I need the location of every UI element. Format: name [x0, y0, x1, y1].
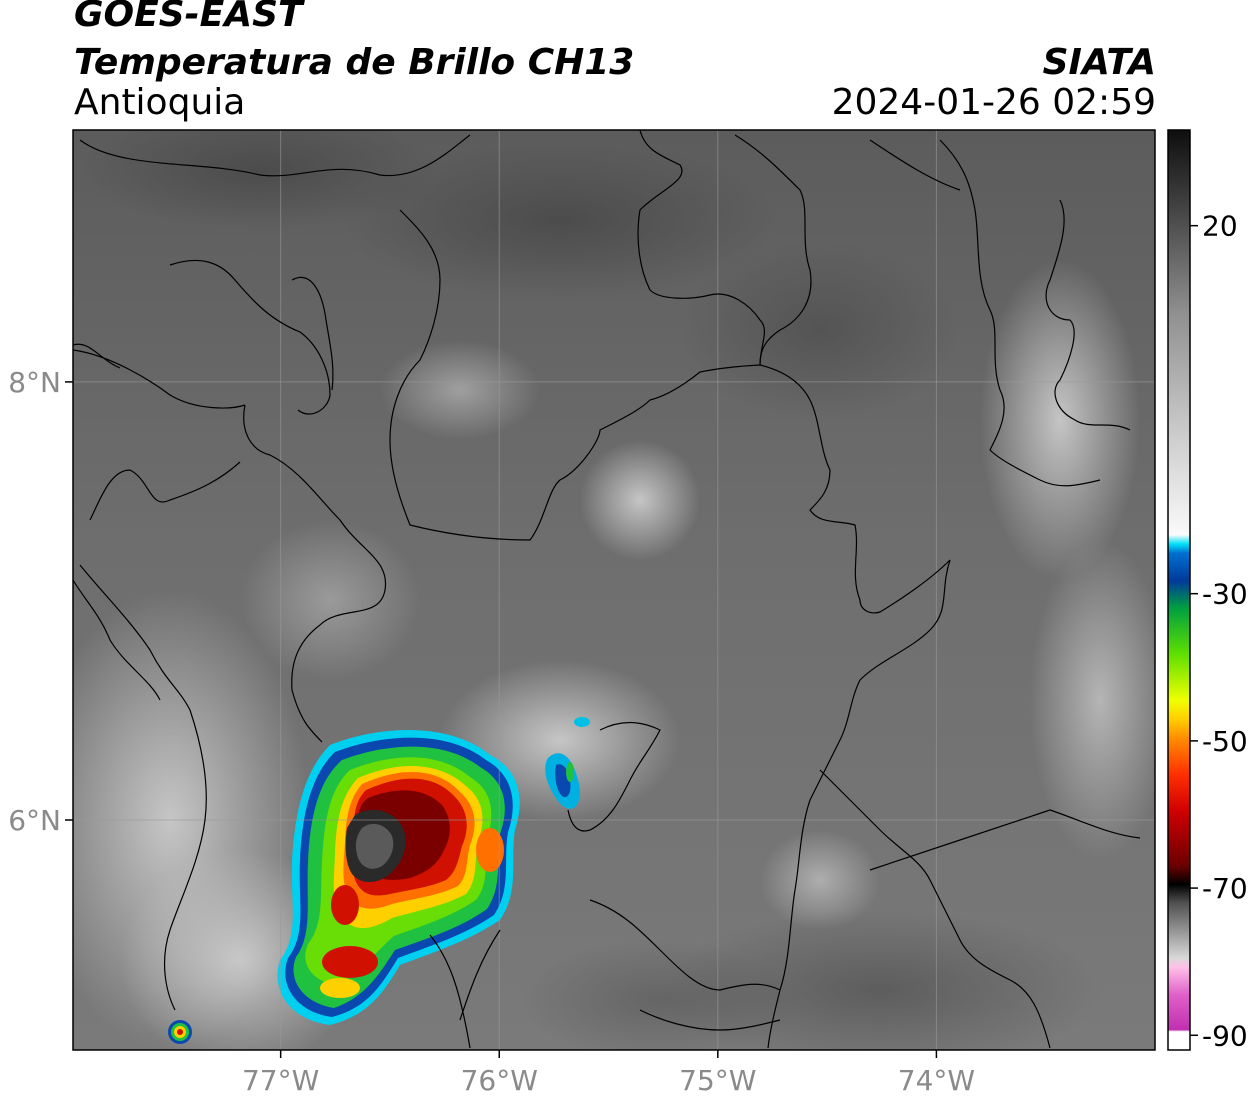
longitude-tick-label: 75°W: [679, 1064, 756, 1097]
colorbar-tick-label: -50: [1202, 725, 1248, 758]
region-label: Antioquia: [74, 82, 246, 123]
colorbar-tick-label: -70: [1202, 872, 1248, 905]
colorbar-gradient: [1168, 130, 1190, 1050]
colorbar-frame: [1167, 129, 1191, 1051]
longitude-tick-label: 74°W: [898, 1064, 975, 1097]
latitude-tick-label: 6°N: [8, 804, 61, 837]
colorbar-tick-label: -90: [1202, 1019, 1248, 1052]
longitude-tick-label: 76°W: [461, 1064, 538, 1097]
colorbar-tick-label: 20: [1202, 210, 1238, 243]
convective-cell-small-sw: [168, 1020, 192, 1044]
product-title: Temperatura de Brillo CH13: [74, 42, 635, 83]
satellite-title: GOES-EAST: [74, 0, 303, 35]
convective-cell-small-east: [545, 717, 590, 809]
longitude-tick-label: 77°W: [242, 1064, 319, 1097]
brightness-temperature-field: [73, 130, 1155, 1050]
colorbar-below-min: [1168, 1032, 1190, 1050]
colorbar: 20 -30 -50 -70 -90: [1167, 129, 1248, 1052]
boundaries: [73, 130, 1141, 1049]
colorbar-ticks: 20 -30 -50 -70 -90: [1190, 210, 1248, 1052]
longitude-ticks: 77°W 76°W 75°W 74°W: [242, 1050, 975, 1097]
agency-label: SIATA: [1042, 42, 1156, 83]
latitude-ticks: 8°N 6°N: [8, 366, 73, 837]
colorbar-tick-label: -30: [1202, 578, 1248, 611]
latitude-tick-label: 8°N: [8, 366, 61, 399]
convective-cell-main: [277, 730, 520, 1025]
datetime-label: 2024-01-26 02:59: [831, 82, 1156, 123]
graticule: [73, 130, 1155, 1050]
map-frame: [72, 129, 1156, 1051]
